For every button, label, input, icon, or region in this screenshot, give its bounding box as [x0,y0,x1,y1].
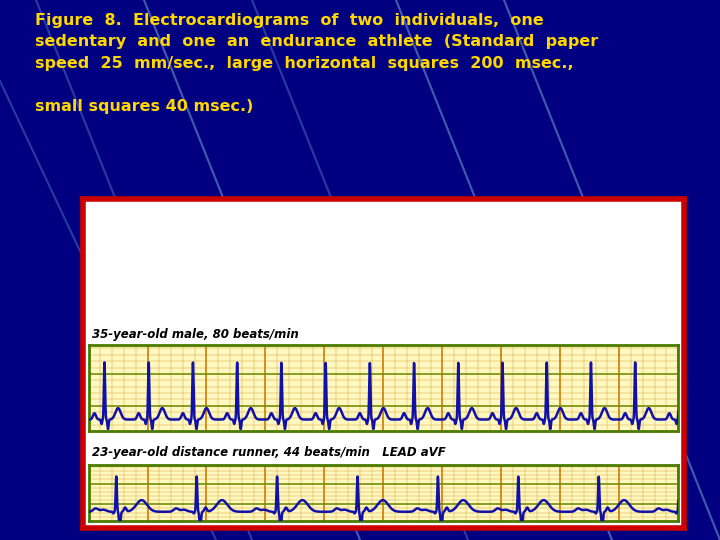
Text: 35-year-old male, 80 beats/min: 35-year-old male, 80 beats/min [92,328,299,341]
Text: 23-year-old distance runner, 44 beats/min   LEAD aVF: 23-year-old distance runner, 44 beats/mi… [92,446,446,459]
Text: Figure  8.  Electrocardiograms  of  two  individuals,  one
sedentary  and  one  : Figure 8. Electrocardiograms of two indi… [35,13,598,114]
